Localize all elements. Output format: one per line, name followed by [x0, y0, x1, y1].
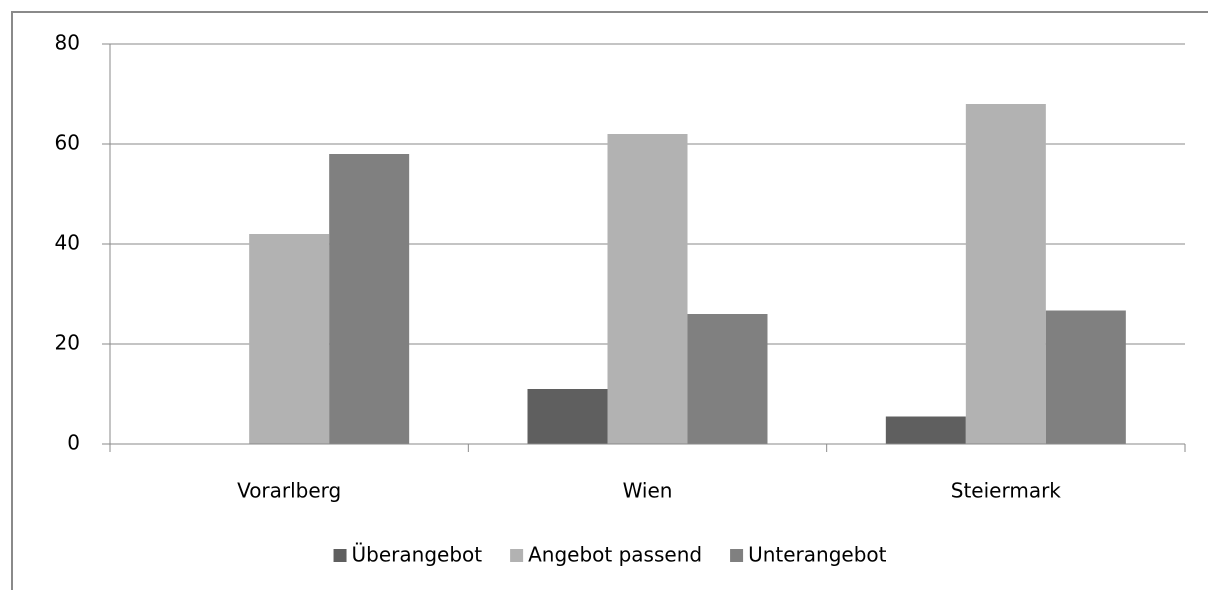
bar [329, 154, 410, 444]
y-tick-label: 80 [55, 31, 80, 55]
y-tick-label: 60 [55, 131, 80, 155]
x-tick-label: Steiermark [951, 479, 1062, 503]
legend-item: Angebot passend [510, 543, 702, 567]
legend-swatch [510, 549, 524, 562]
y-tick-label: 40 [55, 231, 80, 255]
legend-label: Unterangebot [748, 543, 887, 567]
bar [1045, 310, 1126, 444]
legend-swatch [333, 549, 347, 562]
bar [885, 416, 966, 444]
bar [607, 134, 688, 444]
x-tick-label: Wien [623, 479, 673, 503]
bar [687, 314, 768, 444]
bar [527, 389, 608, 444]
x-tick-label: Vorarlberg [237, 479, 341, 503]
y-tick-label: 20 [55, 331, 80, 355]
bar [249, 234, 330, 444]
legend-swatch [730, 549, 744, 562]
legend-item: Unterangebot [730, 543, 887, 567]
y-tick-label: 0 [67, 431, 80, 455]
legend-item: Überangebot [333, 543, 483, 567]
legend-label: Angebot passend [528, 543, 702, 567]
bar [965, 104, 1046, 444]
legend-label: Überangebot [352, 543, 483, 567]
